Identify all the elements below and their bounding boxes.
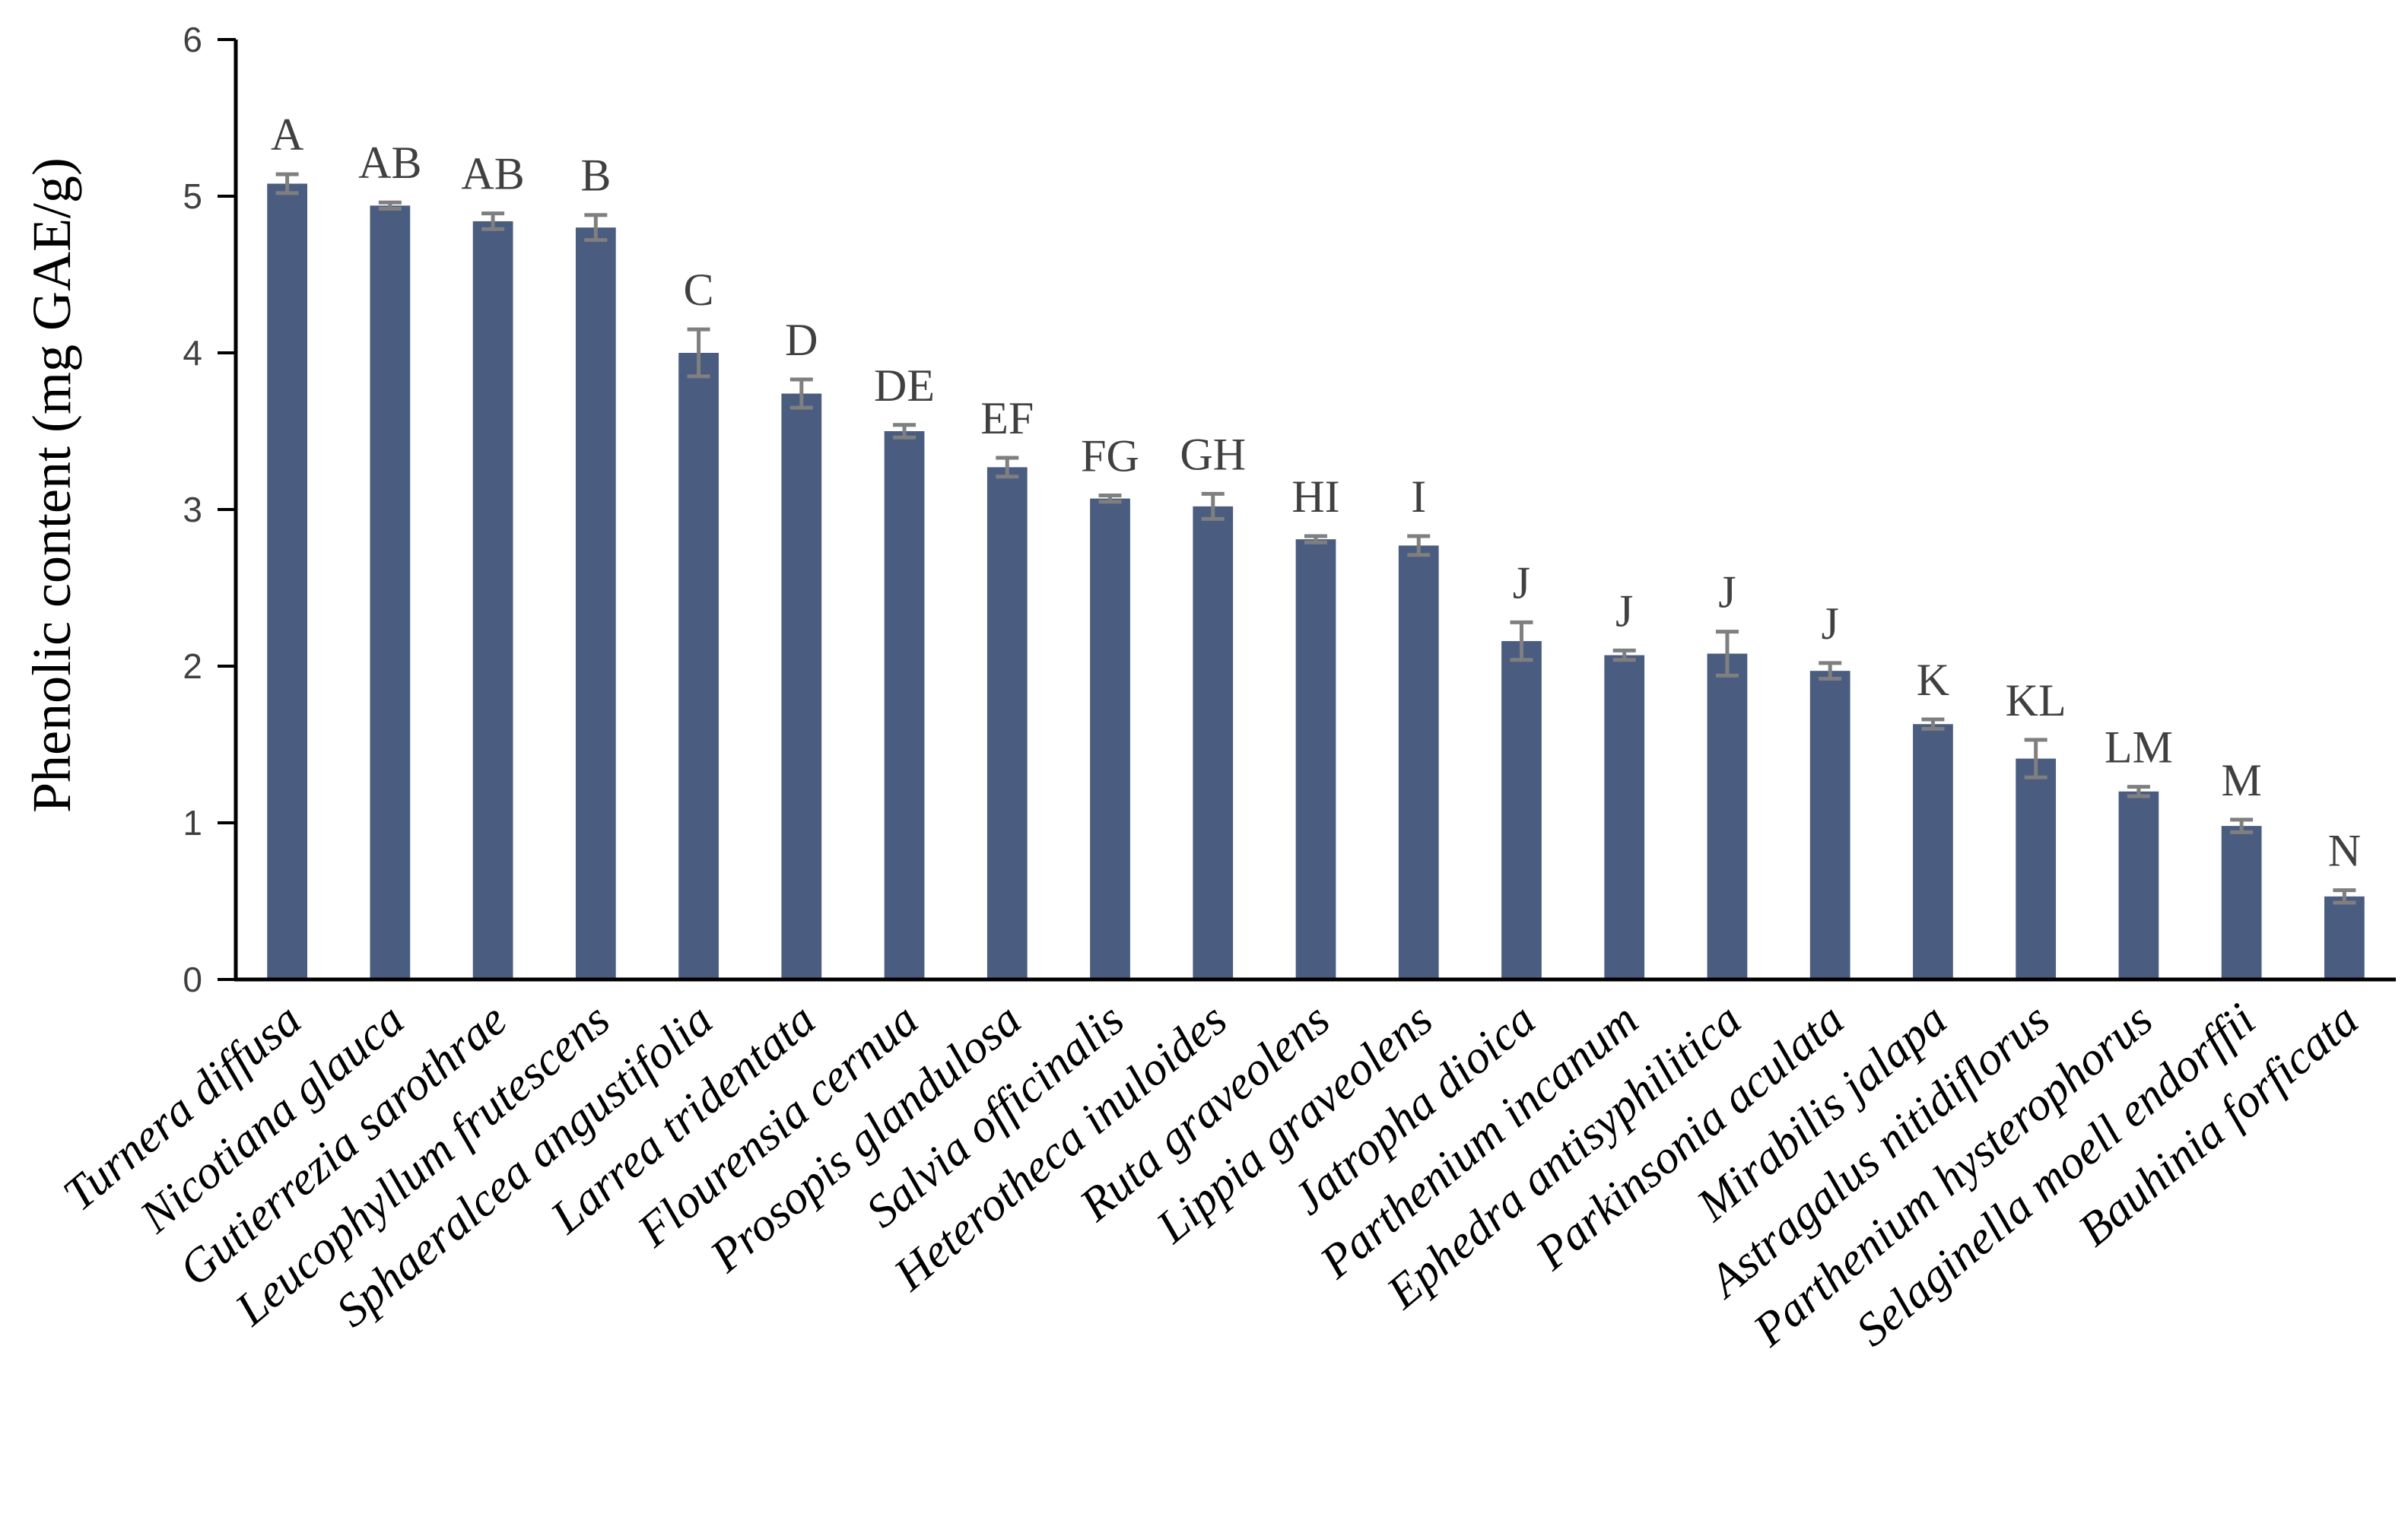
significance-label: J — [1822, 598, 1839, 649]
y-axis-title: Phenolic content (mg GAE/g) — [21, 157, 82, 813]
significance-label: EF — [980, 393, 1034, 443]
axes-layer — [218, 38, 2396, 982]
bar — [1090, 498, 1130, 979]
y-tick-labels-layer: 0 1 2 3 4 5 6 — [183, 20, 202, 999]
bar — [2118, 791, 2159, 979]
bar — [1193, 506, 1234, 979]
bar — [781, 393, 822, 979]
significance-label: M — [2221, 755, 2261, 805]
y-tick-label: 2 — [183, 646, 202, 686]
significance-label: J — [1718, 567, 1736, 617]
significance-label: AB — [461, 149, 524, 199]
y-tick-label: 0 — [183, 960, 202, 999]
bar — [1604, 655, 1645, 979]
significance-label: J — [1615, 586, 1633, 636]
significance-label: D — [785, 315, 818, 365]
significance-labels-layer: A AB AB B C D DE EF FG GH HI I J J J J K KL LM M N — [271, 110, 2361, 875]
y-tick-label: 1 — [183, 803, 202, 843]
significance-label: A — [271, 110, 303, 160]
significance-label: I — [1411, 471, 1426, 522]
significance-label: FG — [1081, 430, 1139, 481]
significance-label: B — [580, 151, 611, 201]
bars-layer — [267, 183, 2365, 980]
bar — [2221, 826, 2262, 979]
bar — [678, 353, 719, 979]
bar — [2016, 758, 2057, 979]
bar — [1809, 671, 1850, 979]
significance-label: N — [2328, 826, 2361, 876]
bar — [1398, 545, 1439, 979]
bar — [1707, 653, 1748, 979]
significance-label: K — [1917, 655, 1949, 705]
significance-label: DE — [874, 360, 935, 411]
bar — [370, 205, 411, 979]
bar — [986, 467, 1028, 979]
significance-label: J — [1513, 557, 1530, 608]
y-tick-label: 6 — [183, 20, 202, 59]
bar — [472, 221, 513, 980]
bar — [1501, 641, 1542, 979]
y-tick-label: 3 — [183, 490, 202, 529]
significance-label: LM — [2105, 722, 2173, 773]
y-tick-label: 4 — [183, 333, 202, 373]
significance-label: AB — [358, 138, 421, 188]
significance-label: GH — [1180, 429, 1246, 479]
bar — [1913, 724, 1953, 979]
bar — [884, 431, 925, 979]
significance-label: HI — [1291, 471, 1339, 522]
significance-label: C — [684, 265, 714, 315]
y-tick-label: 5 — [183, 176, 202, 216]
bar — [267, 183, 307, 979]
error-bars-layer — [275, 172, 2356, 905]
bar — [1295, 539, 1336, 979]
bar — [575, 227, 616, 979]
significance-label: KL — [2006, 675, 2066, 725]
bar — [2324, 896, 2365, 979]
